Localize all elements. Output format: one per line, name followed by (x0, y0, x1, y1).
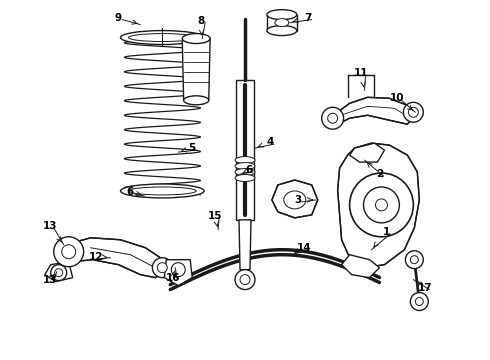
Circle shape (55, 269, 63, 276)
Ellipse shape (235, 163, 255, 170)
Polygon shape (45, 262, 73, 282)
Polygon shape (272, 180, 318, 218)
Text: 6: 6 (127, 187, 134, 197)
Ellipse shape (128, 33, 196, 41)
Text: 15: 15 (208, 211, 222, 221)
Circle shape (157, 263, 167, 273)
Text: 5: 5 (189, 143, 196, 153)
Circle shape (322, 107, 343, 129)
Text: 6: 6 (245, 165, 253, 175)
Circle shape (408, 107, 418, 117)
Circle shape (405, 251, 423, 269)
Polygon shape (267, 15, 297, 31)
Polygon shape (330, 97, 415, 124)
Text: 8: 8 (197, 15, 205, 26)
Text: 11: 11 (354, 68, 369, 78)
Ellipse shape (184, 96, 209, 105)
Polygon shape (164, 260, 192, 285)
Text: 3: 3 (294, 195, 301, 205)
Circle shape (240, 275, 250, 285)
Text: 4: 4 (266, 137, 273, 147)
Circle shape (410, 293, 428, 310)
Text: 7: 7 (304, 13, 312, 23)
Circle shape (364, 187, 399, 223)
Polygon shape (338, 143, 419, 268)
Circle shape (410, 256, 418, 264)
Circle shape (62, 245, 75, 259)
Text: 2: 2 (376, 169, 383, 179)
Ellipse shape (267, 10, 297, 20)
Ellipse shape (235, 157, 255, 163)
Circle shape (349, 173, 414, 237)
Circle shape (328, 113, 338, 123)
Circle shape (172, 263, 185, 276)
Text: 1: 1 (383, 227, 390, 237)
Text: 13: 13 (43, 221, 57, 231)
Text: 17: 17 (418, 283, 433, 293)
Text: 10: 10 (390, 93, 405, 103)
Text: 16: 16 (166, 273, 180, 283)
Ellipse shape (121, 31, 204, 45)
Ellipse shape (284, 191, 306, 209)
Polygon shape (61, 238, 165, 278)
Ellipse shape (275, 19, 289, 27)
Text: 14: 14 (296, 243, 311, 253)
Ellipse shape (267, 26, 297, 36)
Ellipse shape (182, 33, 210, 44)
Circle shape (375, 199, 388, 211)
Polygon shape (236, 80, 254, 220)
Circle shape (51, 265, 67, 280)
Polygon shape (239, 220, 251, 270)
Ellipse shape (235, 175, 255, 181)
Circle shape (152, 258, 172, 278)
Ellipse shape (128, 187, 196, 195)
Circle shape (403, 102, 423, 122)
Circle shape (416, 298, 423, 306)
Text: 13: 13 (43, 275, 57, 285)
Ellipse shape (235, 168, 255, 176)
Text: 12: 12 (88, 252, 103, 262)
Circle shape (235, 270, 255, 289)
Polygon shape (342, 255, 379, 278)
Polygon shape (349, 143, 385, 162)
Text: 9: 9 (115, 13, 122, 23)
Circle shape (54, 237, 84, 267)
Polygon shape (182, 39, 210, 100)
Ellipse shape (121, 184, 204, 198)
